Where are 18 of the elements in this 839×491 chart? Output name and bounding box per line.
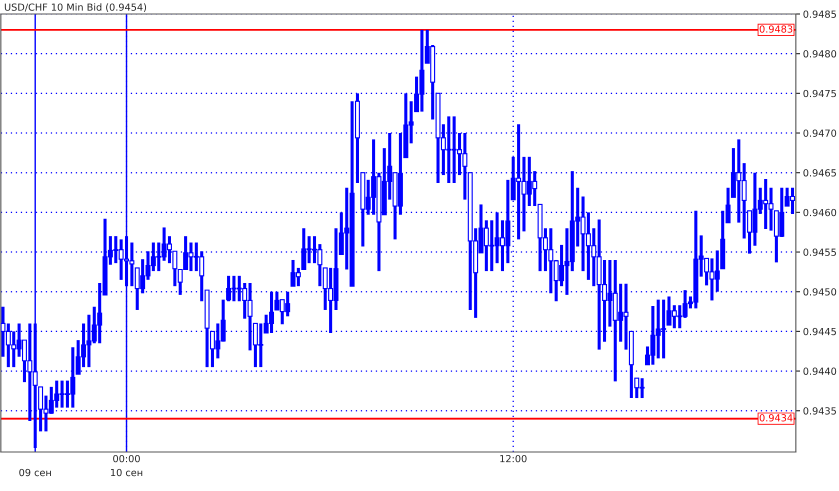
chart-title: USD/CHF 10 Min Bid (0.9454) [4, 3, 146, 12]
y-tick-label: 0.9485 [803, 10, 836, 18]
y-tick-label: 0.9470 [803, 130, 836, 137]
y-tick-label: 0.9475 [803, 90, 836, 98]
ref-line-label: 09 сен [19, 468, 51, 476]
y-tick-label: 0.9480 [803, 50, 836, 58]
y-tick-label: 0.9450 [803, 288, 836, 296]
y-tick-label: 0.9465 [803, 169, 836, 177]
y-tick-label: 0.9460 [803, 208, 836, 216]
x-tick-label: 12:00 [500, 454, 527, 462]
ref-line-label: 10 сен [111, 468, 142, 476]
x-tick-label: 00:00 [113, 454, 140, 462]
y-tick-label: 0.9440 [803, 368, 836, 375]
ref-line-label: 0.9434 [760, 414, 793, 422]
ref-line-label: 0.9483 [760, 25, 792, 33]
y-tick-label: 0.9445 [803, 328, 836, 336]
y-tick-label: 0.9435 [803, 407, 836, 415]
y-tick-label: 0.9455 [803, 248, 836, 256]
